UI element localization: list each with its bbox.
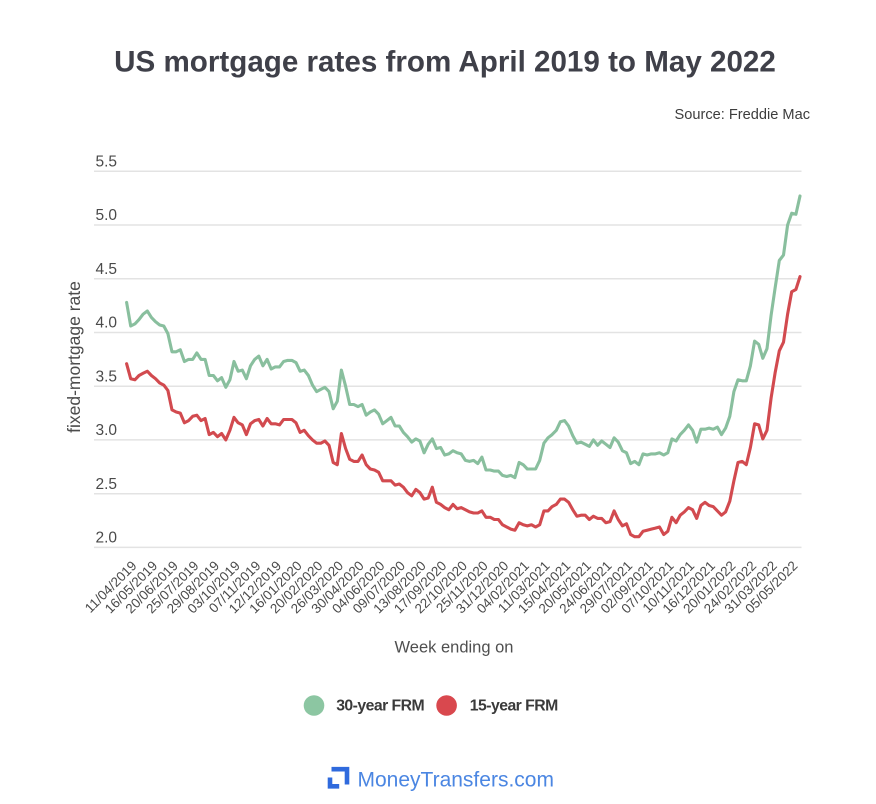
svg-text:15-year FRM: 15-year FRM [470, 698, 558, 715]
svg-text:Week ending on: Week ending on [395, 639, 514, 657]
svg-text:fixed-mortgage rate: fixed-mortgage rate [64, 281, 84, 433]
svg-text:MoneyTransfers.com: MoneyTransfers.com [358, 769, 554, 792]
svg-text:3.0: 3.0 [96, 422, 118, 439]
svg-text:5.0: 5.0 [96, 207, 118, 224]
svg-text:4.5: 4.5 [96, 261, 118, 278]
svg-text:30-year FRM: 30-year FRM [336, 698, 424, 715]
svg-text:2.5: 2.5 [96, 476, 118, 493]
svg-text:4.0: 4.0 [96, 315, 118, 332]
svg-text:Source: Freddie Mac: Source: Freddie Mac [675, 107, 810, 123]
svg-text:5.5: 5.5 [96, 154, 118, 171]
svg-text:3.5: 3.5 [96, 368, 118, 385]
svg-text:US mortgage rates from April 2: US mortgage rates from April 2019 to May… [114, 46, 776, 79]
svg-text:2.0: 2.0 [96, 530, 118, 547]
